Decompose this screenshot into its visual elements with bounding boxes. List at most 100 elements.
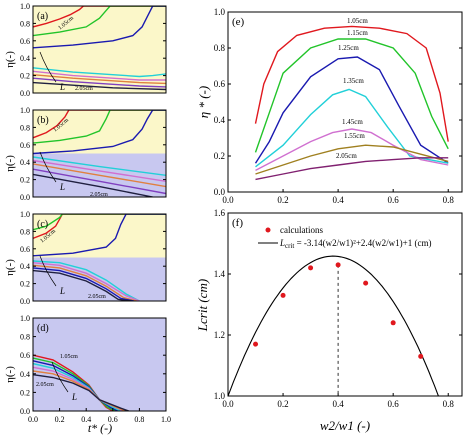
panel-c-series-2 <box>33 214 166 231</box>
panel-d-ylabel: η(-) <box>4 366 16 383</box>
panel-d-xtick-label: 0.2 <box>55 415 65 424</box>
panel-e-series-6 <box>255 144 449 175</box>
panel-d-xtick-label: 0.4 <box>81 415 91 424</box>
panel-d-label: (d) <box>37 323 49 334</box>
legend-points-label: calculations <box>280 225 323 235</box>
panel-e-xtick-label: 0.6 <box>388 195 400 205</box>
panel-c-series-6 <box>33 264 137 301</box>
panel-a-series-2 <box>33 6 166 37</box>
panel-f-ytick-label: 1.6 <box>214 208 226 218</box>
panel-e-series-label: 1.25cm <box>338 44 359 52</box>
panel-d-xtick-label: 1.0 <box>161 415 171 424</box>
panel-c-annotation-arrow <box>39 255 57 287</box>
panel-f-label: (f) <box>232 217 243 229</box>
panel-d-ytick-label: 0.2 <box>20 388 30 397</box>
panel-d-ytick-label: 1.0 <box>20 314 30 323</box>
panel-a-ylabel: η(-) <box>4 51 16 68</box>
panel-e-series-1 <box>254 25 449 142</box>
panel-b-ylabel: η(-) <box>4 155 16 172</box>
panel-c-series-4 <box>33 260 140 301</box>
panel-b-ytick-label: 0.6 <box>20 141 30 150</box>
panel-b-ytick-label: 0.0 <box>20 193 30 202</box>
panel-f-xtick-label: 0.0 <box>222 399 234 409</box>
panel-d-annotation: 2.05cm <box>36 382 54 388</box>
panel-e-xtick-label: 0.0 <box>222 195 234 205</box>
panel-c-series-1 <box>33 214 166 240</box>
panel-f-fit-curve <box>228 255 439 396</box>
panel-e-ytick-label: 1.0 <box>214 7 226 17</box>
panel-a-annotation: L <box>59 82 65 92</box>
panel-e-ylabel: η * (-) <box>196 86 211 118</box>
panel-f-xtick-label: 0.4 <box>332 399 344 409</box>
panel-f-ylabel: Lcrit (cm) <box>195 279 210 332</box>
panel-d-annotation-arrow <box>51 361 69 393</box>
panel-f-xtick-label: 0.6 <box>388 399 400 409</box>
panel-f-ytick-label: 1.4 <box>214 269 226 279</box>
panel-b-series-4 <box>33 156 166 176</box>
panel-b-annotation: 2.05cm <box>90 192 108 198</box>
panel-e-series-label: 2.05cm <box>336 152 357 160</box>
panel-c-frame <box>32 213 167 302</box>
panel-f-xlabel: w2/w1 (-) <box>320 418 370 433</box>
panel-c-ytick-label: 0.2 <box>20 280 30 289</box>
panel-f-point <box>335 262 341 268</box>
panel-a-series-8 <box>33 81 166 91</box>
panel-a-ytick-label: 0.8 <box>20 19 30 28</box>
panel-f-point <box>253 341 259 347</box>
panel-e-series-label: 1.55cm <box>344 132 365 140</box>
panel-f-point <box>418 353 424 359</box>
panel-a-series-7 <box>33 77 166 88</box>
panel-d-ytick-label: 0.6 <box>20 351 30 360</box>
panel-b-annotation: L <box>59 182 65 192</box>
panel-c-ytick-label: 0.4 <box>20 262 30 271</box>
panel-e-ytick-label: 0.4 <box>214 115 226 125</box>
panel-f-point <box>280 292 286 298</box>
panel-d-series-1 <box>33 354 114 411</box>
panel-e-series-5 <box>255 128 449 172</box>
panel-e-ytick-label: 0.6 <box>214 79 226 89</box>
panel-c-series-3 <box>33 214 166 257</box>
panel-d-series-2 <box>33 357 116 411</box>
panel-b-series-7 <box>33 168 166 195</box>
panel-c-ytick-label: 0.6 <box>20 245 30 254</box>
panel-e-series-label: 1.45cm <box>342 118 363 126</box>
panel-c-series-7 <box>33 267 135 301</box>
panel-f-frame <box>227 212 463 397</box>
panel-b-series-3 <box>33 110 166 155</box>
panel-b-ytick-label: 0.4 <box>20 158 30 167</box>
panel-e-series-4 <box>255 88 449 168</box>
panel-c-annotation: L <box>59 286 65 296</box>
panel-e-series-7 <box>255 157 449 181</box>
panel-b-ytick-label: 0.2 <box>20 176 30 185</box>
panel-a-frame <box>32 5 167 94</box>
panel-d-series-6 <box>33 370 127 411</box>
panel-f-xtick-label: 0.8 <box>443 399 455 409</box>
panel-c-ylabel: η(-) <box>4 259 16 276</box>
panel-e-frame <box>227 11 463 193</box>
panel-e-xtick-label: 0.8 <box>443 195 455 205</box>
panel-f-ytick-label: 1.0 <box>214 391 226 401</box>
panel-b-ytick-label: 1.0 <box>20 106 30 115</box>
panel-e-series-3 <box>254 56 449 164</box>
panel-a-series-3 <box>33 6 166 49</box>
panel-d-series-7 <box>33 374 130 411</box>
legend-point-marker <box>265 227 271 233</box>
panel-f-xtick-label: 0.2 <box>277 399 288 409</box>
panel-e-label: (e) <box>232 16 245 28</box>
panel-d-xtick-label: 0.8 <box>134 415 144 424</box>
panel-a-annotation-arrow <box>39 51 57 83</box>
legend-fit-label: Lcrit = -3.14(w2/w1)²+2.4(w2/w1)+1 (cm) <box>279 238 432 250</box>
panel-d-ytick-label: 0.0 <box>20 407 30 416</box>
panel-d-frame <box>32 317 167 412</box>
panel-e-ytick-label: 0.8 <box>214 43 226 53</box>
panel-a-ytick-label: 0.6 <box>20 37 30 46</box>
panel-f-point <box>308 265 314 271</box>
panel-b-series-1 <box>33 110 166 139</box>
panel-a-ytick-label: 0.2 <box>20 72 30 81</box>
panel-e-series-label: 1.35cm <box>343 77 364 85</box>
panel-a-series-1 <box>33 6 166 28</box>
panel-b-ytick-label: 0.8 <box>20 123 30 132</box>
panel-a-ytick-label: 0.0 <box>20 89 30 98</box>
panel-e-series-2 <box>254 38 449 153</box>
